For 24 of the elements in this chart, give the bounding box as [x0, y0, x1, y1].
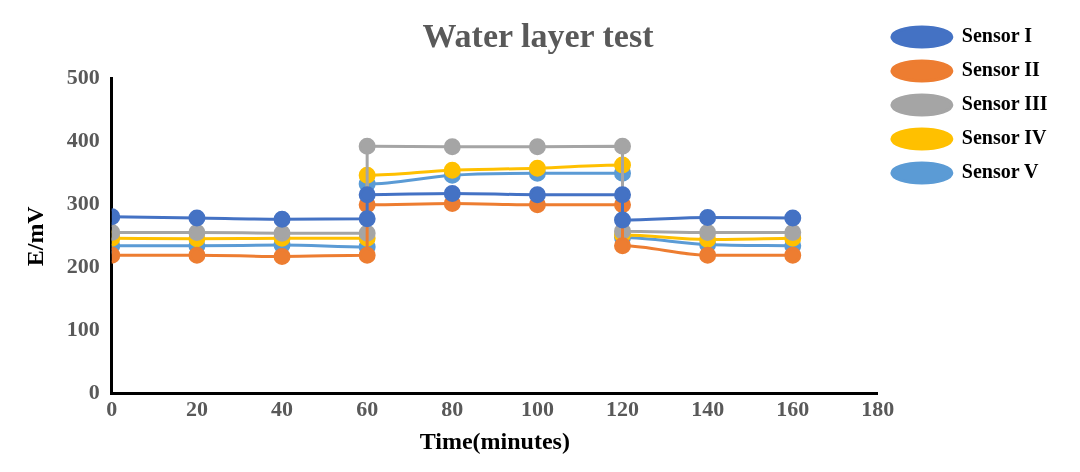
y-tick-label: 500 — [66, 64, 100, 90]
y-tick-label: 300 — [66, 190, 100, 216]
x-tick-label: 160 — [776, 395, 810, 421]
legend-label: Sensor V — [961, 160, 1039, 183]
legend-label: Sensor IV — [961, 126, 1048, 149]
legend-label: Sensor III — [961, 92, 1048, 115]
legend-label: Sensor I — [961, 24, 1033, 47]
x-tick-label: 40 — [271, 395, 294, 421]
x-tick-label: 100 — [520, 395, 554, 421]
x-tick-label: 180 — [861, 395, 895, 421]
x-tick-label: 0 — [106, 395, 118, 421]
x-tick-label: 60 — [356, 395, 379, 421]
y-tick-label: 100 — [66, 316, 100, 342]
x-tick-label: 140 — [691, 395, 725, 421]
x-axis-title: Time(minutes) — [419, 427, 570, 454]
y-tick-label: 200 — [66, 253, 100, 279]
chart-title: Water layer test — [422, 17, 655, 55]
legend-label: Sensor II — [961, 58, 1041, 81]
y-tick-label: 400 — [66, 127, 100, 153]
x-tick-label: 120 — [606, 395, 640, 421]
x-tick-label: 80 — [441, 395, 464, 421]
y-axis-title: E/mV — [21, 205, 48, 267]
y-tick-label: 0 — [88, 379, 100, 405]
x-tick-label: 20 — [185, 395, 208, 421]
